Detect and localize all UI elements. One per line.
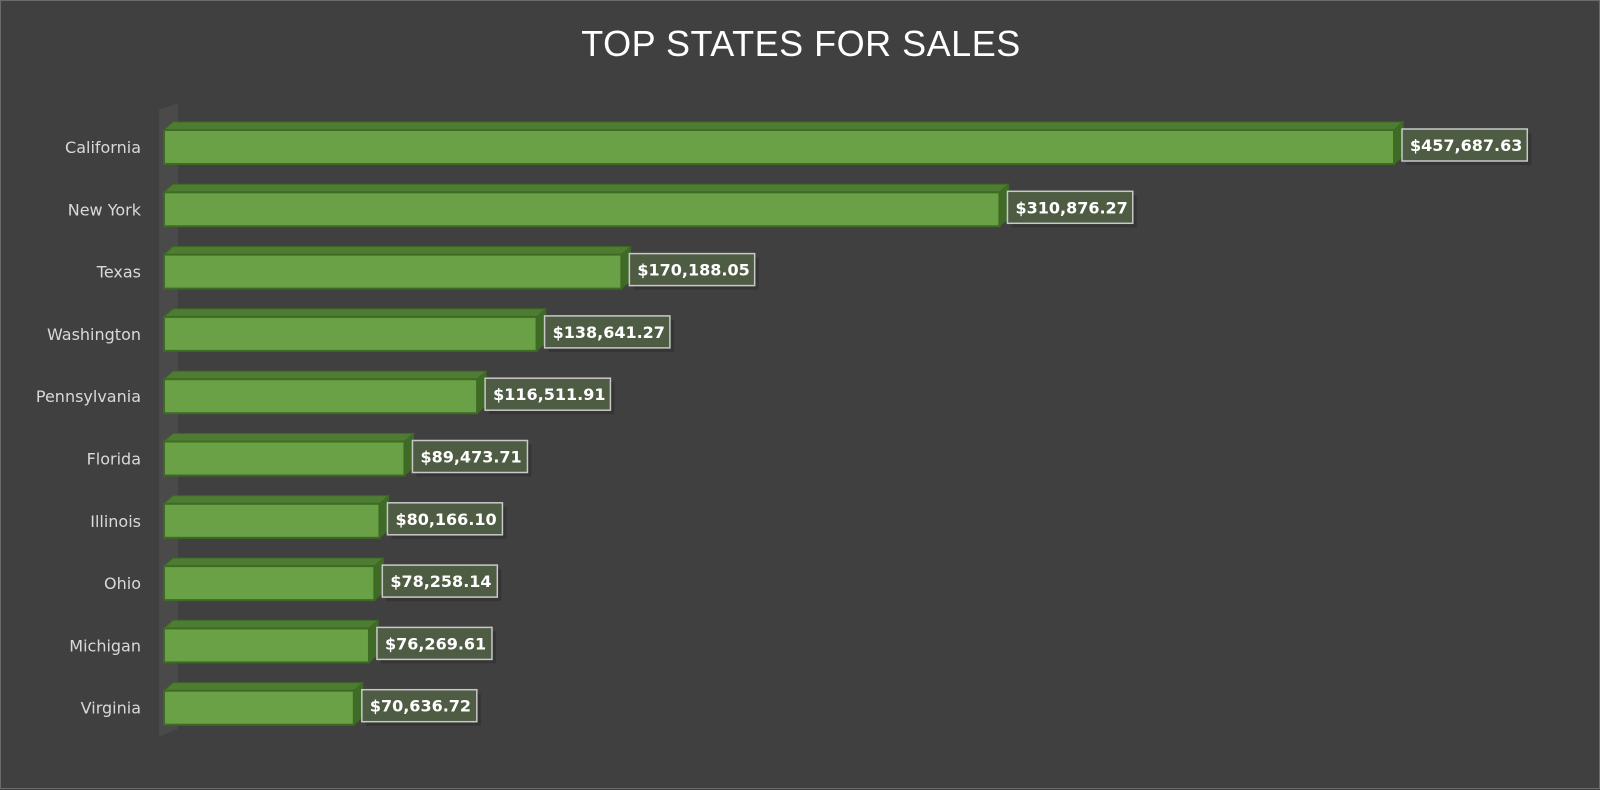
bar-top-face	[162, 308, 547, 318]
category-label: Texas	[96, 263, 141, 282]
data-label-box	[361, 688, 478, 723]
bar-group: Washington $138,641.27	[47, 307, 674, 353]
data-label-box	[628, 252, 756, 287]
data-label-box	[484, 377, 612, 411]
data-label-box	[376, 626, 493, 661]
bar-group: Virginia $70,636.72	[81, 681, 481, 726]
data-label: $76,269.61	[385, 634, 486, 653]
data-label-box	[381, 564, 499, 598]
bar	[163, 191, 1001, 228]
chart-title: TOP STATES FOR SALES	[581, 23, 1021, 64]
data-label-box	[411, 439, 529, 474]
data-label-box	[543, 315, 671, 349]
bar	[163, 378, 479, 415]
bar-top-face	[162, 682, 365, 692]
category-label: Michigan	[69, 636, 141, 655]
bar-top-face	[162, 619, 380, 629]
data-label-box	[1401, 128, 1529, 162]
category-label: California	[65, 138, 141, 157]
data-label-box	[386, 502, 504, 536]
bar-group: Michigan $76,269.61	[69, 619, 496, 664]
bar-group: Florida $89,473.71	[87, 432, 532, 477]
category-label: Pennsylvania	[36, 387, 141, 406]
bar-group: Illinois $80,166.10	[90, 494, 507, 539]
data-label: $89,473.71	[420, 448, 521, 467]
bar	[163, 440, 406, 477]
category-label: New York	[68, 200, 142, 219]
bar-group: Ohio $78,258.14	[104, 556, 502, 602]
bar-group: New York $310,876.27	[68, 183, 1137, 228]
bar	[163, 627, 370, 664]
bar	[163, 129, 1395, 165]
bar-top-face	[162, 183, 1010, 193]
data-label: $457,687.63	[1410, 136, 1522, 155]
bar	[163, 502, 381, 539]
category-label: Illinois	[90, 512, 141, 531]
data-label: $170,188.05	[637, 261, 749, 280]
category-label: Virginia	[81, 699, 141, 718]
bar-top-face	[162, 495, 390, 505]
bar	[163, 315, 538, 352]
bar-group: California $457,687.63	[65, 120, 1532, 166]
bar-top-face	[162, 433, 415, 442]
bar	[163, 565, 376, 602]
category-label: Washington	[47, 325, 141, 344]
bar	[163, 253, 623, 290]
bar-group: Pennsylvania $116,511.91	[36, 370, 615, 415]
data-label: $116,511.91	[493, 385, 605, 404]
data-label: $78,258.14	[390, 572, 491, 591]
bar-top-face	[162, 370, 488, 380]
bar-top-face	[162, 121, 1405, 131]
data-label: $80,166.10	[395, 510, 496, 529]
data-label: $138,641.27	[553, 323, 665, 342]
category-label: Florida	[87, 450, 141, 469]
data-label-box	[1006, 190, 1134, 225]
bar	[163, 689, 355, 726]
bar-top-face	[162, 557, 385, 567]
bar-group: Texas $170,188.05	[96, 245, 759, 290]
data-label: $70,636.72	[370, 697, 471, 716]
data-label: $310,876.27	[1015, 198, 1127, 217]
category-label: Ohio	[104, 574, 141, 593]
bar-top-face	[162, 246, 632, 256]
